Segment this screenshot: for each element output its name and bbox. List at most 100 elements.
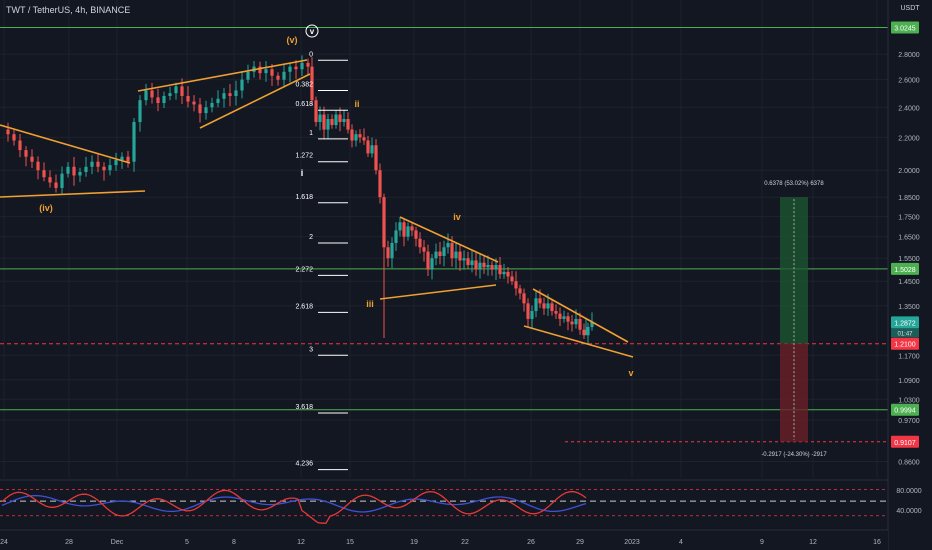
current-price-sub-bg xyxy=(891,328,919,338)
candle-body xyxy=(582,329,586,336)
price-label: 1.5028 xyxy=(894,267,916,274)
candle-body xyxy=(462,258,466,261)
candle-body xyxy=(346,119,350,130)
candle-body xyxy=(502,271,506,275)
candle-body xyxy=(474,260,478,270)
price-tick: 1.8500 xyxy=(898,195,920,202)
price-tick: 1.7500 xyxy=(898,214,920,221)
time-tick: 4 xyxy=(679,539,683,546)
candle-body xyxy=(294,66,298,70)
candle-body xyxy=(366,140,370,154)
candle-body xyxy=(24,150,28,157)
candle-body xyxy=(310,66,314,101)
candle-body xyxy=(530,311,534,319)
price-label-bg xyxy=(891,403,919,416)
candle-body xyxy=(538,298,542,304)
time-axis-bg xyxy=(0,530,888,550)
time-tick: 24 xyxy=(0,539,8,546)
candle-body xyxy=(90,161,94,167)
fib-level-label: 0.382 xyxy=(295,81,313,88)
price-tick: 2.4000 xyxy=(898,105,920,112)
price-label: 1.2872 xyxy=(894,320,916,327)
trendline xyxy=(532,288,629,343)
price-label: 1.2100 xyxy=(894,342,916,349)
candle-body xyxy=(228,93,232,96)
fib-extension[interactable]: 0 0.382 0.618 1 1.272 1.618 2 2.272 2.618 3 3.618 4… xyxy=(295,51,348,471)
candle-body xyxy=(48,177,52,183)
symbol-title: TWT / TetherUS, 4h, BINANCE xyxy=(6,5,131,15)
candle-body xyxy=(156,97,160,104)
price-tick: 2.2000 xyxy=(898,135,920,142)
fib-level-label: 4.236 xyxy=(295,461,313,468)
time-tick: 9 xyxy=(760,539,764,546)
candle-body xyxy=(306,62,310,67)
candle-body xyxy=(554,311,558,314)
candle-body xyxy=(518,288,522,294)
osc-main-line xyxy=(1,489,587,524)
position-tool[interactable]: 0.6378 (53.02%) 6378 -0.2917 (-24.30%) -2… xyxy=(761,181,827,458)
candle-body xyxy=(486,264,490,268)
candle-body xyxy=(482,262,486,268)
fib-level-label: 2.618 xyxy=(295,303,313,310)
time-tick: 28 xyxy=(65,539,73,546)
time-tick: 26 xyxy=(527,539,535,546)
time-tick: 2023 xyxy=(624,539,640,546)
candle-body xyxy=(498,264,502,275)
candle-body xyxy=(398,222,402,231)
candle-body xyxy=(550,303,554,312)
fib-level-label: 1.618 xyxy=(295,194,313,201)
candle-body xyxy=(562,316,566,319)
candle-body xyxy=(132,121,136,162)
candle-body xyxy=(566,316,570,322)
fib-level-label: 0 xyxy=(309,51,313,58)
fib-level-label: 1 xyxy=(309,130,313,137)
trendlines xyxy=(0,59,634,358)
candle-body xyxy=(382,197,386,248)
candle-body xyxy=(72,166,76,176)
candle-body xyxy=(96,161,100,167)
osc-signal-line xyxy=(1,494,587,513)
current-price-sub: 01:47 xyxy=(897,331,913,337)
candles xyxy=(6,55,594,344)
wave-label: iii xyxy=(366,299,374,309)
candle-body xyxy=(210,103,214,108)
candle-body xyxy=(522,293,526,304)
candle-body xyxy=(590,321,594,327)
candle-body xyxy=(426,251,430,270)
wave-label: i xyxy=(301,168,304,178)
trendline xyxy=(523,325,634,358)
candle-body xyxy=(418,238,422,248)
price-axis[interactable]: USDT 2.8000 2.6000 2.4000 2.2000 2.0000 1.8500… xyxy=(887,0,932,550)
fib-level-label: 3 xyxy=(309,346,313,353)
candle-body xyxy=(276,75,280,80)
time-axis[interactable]: 24 28 Dec 5 8 12 15 19 22 26 29 2023 4 9 12 16 xyxy=(0,529,888,550)
oscillator-pane xyxy=(0,479,888,527)
candle-body xyxy=(234,90,238,96)
candle-body xyxy=(430,258,434,270)
price-tick: 1.4500 xyxy=(898,279,920,286)
candle-body xyxy=(168,93,172,96)
axis-currency: USDT xyxy=(900,5,920,12)
trendline xyxy=(0,124,131,164)
price-label-bg xyxy=(891,337,919,350)
candle-body xyxy=(54,182,58,188)
fib-level-label: 2.272 xyxy=(295,266,313,273)
candle-body xyxy=(454,251,458,259)
price-tick: 2.8000 xyxy=(898,52,920,59)
wave-circle xyxy=(305,24,319,38)
candle-body xyxy=(204,107,208,114)
candle-body xyxy=(162,95,166,104)
osc-level-tick: 40.0000 xyxy=(896,508,921,515)
candle-body xyxy=(442,247,446,257)
time-tick: 12 xyxy=(809,539,817,546)
candle-body xyxy=(222,93,226,99)
candle-body xyxy=(150,90,154,98)
time-tick: 5 xyxy=(185,539,189,546)
candle-body xyxy=(330,119,334,126)
price-label-bg xyxy=(891,21,919,34)
price-label: 3.0245 xyxy=(894,25,916,32)
candle-body xyxy=(258,66,262,74)
time-tick: 15 xyxy=(346,539,354,546)
price-tick: 1.5500 xyxy=(898,256,920,263)
